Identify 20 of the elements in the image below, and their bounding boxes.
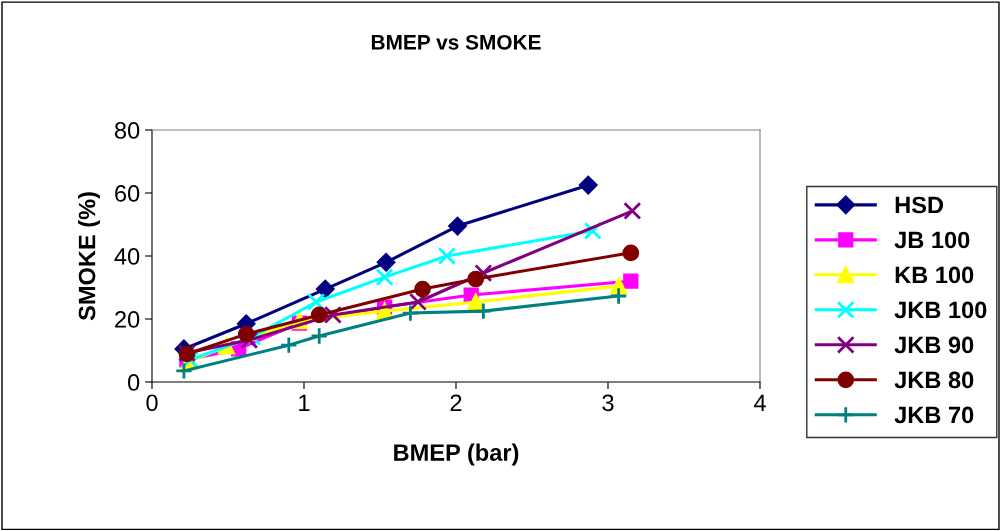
legend-label: JKB 90 [894,336,974,354]
legend-label: JKB 70 [894,406,974,424]
x-tick-label: 3 [602,394,614,412]
y-tick-label: 0 [127,374,140,391]
legend-label: JKB 100 [894,301,987,319]
y-tick-label: 40 [114,248,140,265]
y-tick-label: 80 [114,122,140,139]
x-tick-label: 2 [450,394,462,411]
legend-label: KB 100 [895,266,974,284]
legend-label: HSD [895,196,944,214]
chart-title: BMEP vs SMOKE [371,34,541,50]
x-tick-label: 1 [299,394,310,411]
y-tick-label: 60 [115,185,140,202]
x-tick-label: 4 [753,394,766,411]
legend-label: JB 100 [894,231,970,249]
x-axis-title: BMEP (bar) [394,443,519,466]
y-axis-title: SMOKE (%) [78,192,101,321]
y-tick-label: 20 [115,311,140,328]
legend-label: JKB 80 [894,371,974,389]
x-tick-label: 0 [146,394,158,412]
